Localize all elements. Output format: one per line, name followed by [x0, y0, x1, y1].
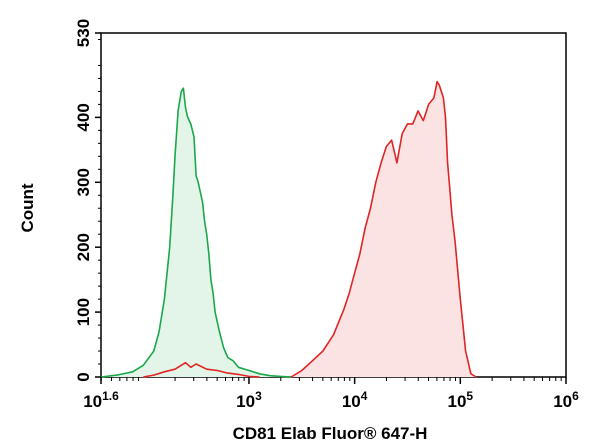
x-tick-base-0: 10 [83, 392, 102, 411]
x-axis-label: CD81 Elab Fluor® 647-H [233, 424, 428, 443]
y-tick-label-3: 300 [74, 168, 93, 196]
series-0-area [101, 88, 292, 377]
y-tick-label-1: 100 [74, 298, 93, 326]
y-tick-label-4: 400 [74, 103, 93, 131]
x-tick-base-1: 10 [236, 392, 255, 411]
x-tick-exponent-1: 3 [255, 389, 262, 403]
series-1-area [291, 81, 477, 377]
series-layer [100, 80, 477, 378]
x-tick-exponent-3: 5 [466, 389, 473, 403]
y-axis-label: Count [18, 183, 37, 232]
series-2-line [143, 361, 260, 378]
x-tick-label-1: 103 [236, 389, 262, 411]
x-tick-label-4: 106 [553, 389, 579, 411]
series-0-line [100, 87, 292, 378]
y-tick-label-0: 0 [74, 372, 93, 381]
x-tick-exponent-0: 1.6 [102, 389, 119, 403]
y-tick-label-2: 200 [74, 233, 93, 261]
x-tick-label-2: 104 [342, 389, 368, 411]
x-tick-exponent-2: 4 [361, 389, 368, 403]
series-1-line [290, 80, 477, 378]
x-tick-label-0: 101.6 [83, 389, 119, 411]
x-tick-base-2: 10 [342, 392, 361, 411]
x-tick-base-4: 10 [553, 392, 572, 411]
x-tick-exponent-4: 6 [572, 389, 579, 403]
y-tick-label-5: 530 [74, 19, 93, 47]
x-tick-label-3: 105 [448, 389, 474, 411]
x-tick-base-3: 10 [448, 392, 467, 411]
